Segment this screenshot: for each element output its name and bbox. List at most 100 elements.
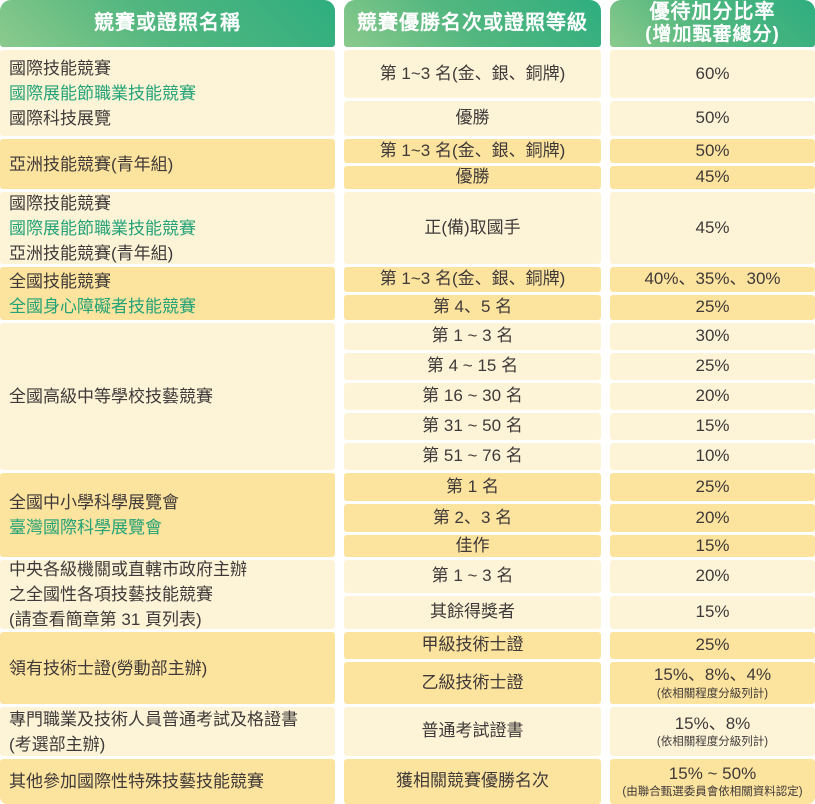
rank-text: 甲級技術士證 xyxy=(421,635,524,655)
rank-cell: 其餘得獎者 xyxy=(344,596,601,629)
rate-cell: 50% xyxy=(610,101,815,136)
rate-cell: 45% xyxy=(610,192,815,264)
header-rank-or-level-label: 競賽優勝名次或證照等級 xyxy=(357,12,588,34)
group-3-name-cell: 國際技能競賽 國際展能節職業技能競賽 亞洲技能競賽(青年組) xyxy=(0,192,335,264)
rate-text: 50% xyxy=(695,108,730,128)
rate-text: 25% xyxy=(695,635,730,655)
rank-text: 第 4 ~ 15 名 xyxy=(426,356,519,376)
rank-cell: 第 4、5 名 xyxy=(344,295,601,320)
header-competition-name-label: 競賽或證照名稱 xyxy=(94,12,241,34)
rank-cell: 第 1 ~ 3 名 xyxy=(344,560,601,593)
rate-text: 25% xyxy=(695,356,730,376)
rank-text: 獲相關競賽優勝名次 xyxy=(396,771,549,791)
rate-cell: 50% xyxy=(610,139,815,163)
rank-cell: 第 2、3 名 xyxy=(344,504,601,532)
group-4-name-line-1: 全國技能競賽 xyxy=(9,271,111,291)
rank-cell: 第 1 名 xyxy=(344,473,601,501)
group-10-name-line-1: 其他參加國際性特殊技藝技能競賽 xyxy=(9,772,264,791)
rank-text: 第 1 ~ 3 名 xyxy=(431,326,514,346)
rate-cell: 15% xyxy=(610,596,815,629)
group-9-name-cell: 專門職業及技術人員普通考試及格證書 (考選部主辦) xyxy=(0,707,335,756)
rate-text: 15% ~ 50% xyxy=(668,763,757,783)
rate-text: 30% xyxy=(695,326,730,346)
rate-cell: 20% xyxy=(610,383,815,410)
rate-text: 25% xyxy=(695,297,730,317)
rate-cell: 30% xyxy=(610,323,815,350)
rank-cell: 第 16 ~ 30 名 xyxy=(344,383,601,410)
rank-cell: 普通考試證書 xyxy=(344,707,601,756)
rate-text: 60% xyxy=(695,63,730,83)
rate-text: 15% xyxy=(695,416,730,436)
rank-text: 第 4、5 名 xyxy=(432,297,513,317)
rank-text: 正(備)取國手 xyxy=(424,217,521,237)
header-competition-name: 競賽或證照名稱 xyxy=(0,0,335,47)
rate-text: 40%、35%、30% xyxy=(644,269,781,289)
rank-text: 第 51 ~ 76 名 xyxy=(422,446,523,466)
rate-text: 45% xyxy=(695,217,730,237)
group-9-name-line-1: 專門職業及技術人員普通考試及格證書 xyxy=(9,709,298,729)
group-8-name-cell: 領有技術士證(勞動部主辦) xyxy=(0,632,335,704)
rank-text: 第 1 名 xyxy=(446,476,499,496)
rate-cell: 20% xyxy=(610,560,815,593)
rank-cell: 第 1~3 名(金、銀、銅牌) xyxy=(344,267,601,292)
group-5-name-cell: 全國高級中等學校技藝競賽 xyxy=(0,323,335,470)
rate-cell: 25% xyxy=(610,632,815,659)
rate-cell: 60% xyxy=(610,50,815,98)
rank-text: 第 2、3 名 xyxy=(432,507,513,527)
rate-cell: 15% xyxy=(610,535,815,557)
rank-cell: 第 1 ~ 3 名 xyxy=(344,323,601,350)
group-1-name-line-3: 國際科技展覽 xyxy=(9,108,111,128)
header-bonus-rate: 優待加分比率 (增加甄審總分) xyxy=(610,0,815,47)
group-7-name-line-1: 中央各級機關或直轄市政府主辦 xyxy=(9,560,247,579)
group-9-name-line-2: (考選部主辦) xyxy=(9,734,106,754)
rank-text: 優勝 xyxy=(455,167,490,187)
rank-cell: 第 1~3 名(金、銀、銅牌) xyxy=(344,139,601,163)
rate-cell: 25% xyxy=(610,295,815,320)
rate-note: (依相關程度分級列計) xyxy=(656,736,769,748)
group-10-name-cell: 其他參加國際性特殊技藝技能競賽 xyxy=(0,759,335,804)
rate-text: 15% xyxy=(695,602,730,622)
rank-cell: 第 4 ~ 15 名 xyxy=(344,353,601,380)
rate-text: 25% xyxy=(695,476,730,496)
rank-text: 普通考試證書 xyxy=(421,721,524,741)
rate-cell: 45% xyxy=(610,166,815,189)
rate-text: 10% xyxy=(695,446,730,466)
header-rank-or-level: 競賽優勝名次或證照等級 xyxy=(344,0,601,47)
group-8-name-line-1: 領有技術士證(勞動部主辦) xyxy=(9,658,208,678)
rate-cell: 40%、35%、30% xyxy=(610,267,815,292)
rank-text: 第 31 ~ 50 名 xyxy=(422,416,523,436)
group-3-name-line-2: 國際展能節職業技能競賽 xyxy=(9,218,196,238)
rate-cell: 15%、8%、4% (依相關程度分級列計) xyxy=(610,662,815,704)
group-4-name-cell: 全國技能競賽 全國身心障礙者技能競賽 xyxy=(0,267,335,320)
rank-cell: 第 31 ~ 50 名 xyxy=(344,413,601,440)
group-6-name-cell: 全國中小學科學展覽會 臺灣國際科學展覽會 xyxy=(0,473,335,557)
group-2-name-cell: 亞洲技能競賽(青年組) xyxy=(0,139,335,189)
group-1-name-line-2: 國際展能節職業技能競賽 xyxy=(9,83,196,103)
group-1-name-line-1: 國際技能競賽 xyxy=(9,58,111,78)
group-1-name-cell: 國際技能競賽 國際展能節職業技能競賽 國際科技展覽 xyxy=(0,50,335,136)
rate-cell: 15% ~ 50% (由聯合甄選委員會依相關資料認定) xyxy=(610,759,815,804)
rank-cell: 甲級技術士證 xyxy=(344,632,601,659)
rate-text: 15%、8%、4% xyxy=(653,665,772,685)
group-3-name-line-3: 亞洲技能競賽(青年組) xyxy=(9,243,174,263)
group-6-name-line-1: 全國中小學科學展覽會 xyxy=(9,493,179,512)
rank-text: 第 1 ~ 3 名 xyxy=(431,566,514,586)
group-4-name-line-2: 全國身心障礙者技能競賽 xyxy=(9,296,196,316)
rank-cell: 乙級技術士證 xyxy=(344,662,601,704)
group-3-name-line-1: 國際技能競賽 xyxy=(9,193,111,213)
rate-cell: 25% xyxy=(610,473,815,501)
group-2-name-line-1: 亞洲技能競賽(青年組) xyxy=(9,154,174,174)
rank-cell: 第 51 ~ 76 名 xyxy=(344,443,601,470)
rate-cell: 10% xyxy=(610,443,815,470)
rank-text: 佳作 xyxy=(455,535,490,555)
rank-text: 乙級技術士證 xyxy=(421,672,524,692)
rank-cell: 優勝 xyxy=(344,101,601,136)
group-6-name-line-2: 臺灣國際科學展覽會 xyxy=(9,518,162,537)
rate-text: 20% xyxy=(695,507,730,527)
group-7-name-line-2: 之全國性各項技藝技能競賽 xyxy=(9,585,213,604)
rate-text: 15% xyxy=(695,535,730,555)
rate-cell: 15% xyxy=(610,413,815,440)
rank-text: 第 1~3 名(金、銀、銅牌) xyxy=(379,63,566,83)
rank-text: 優勝 xyxy=(455,108,490,128)
